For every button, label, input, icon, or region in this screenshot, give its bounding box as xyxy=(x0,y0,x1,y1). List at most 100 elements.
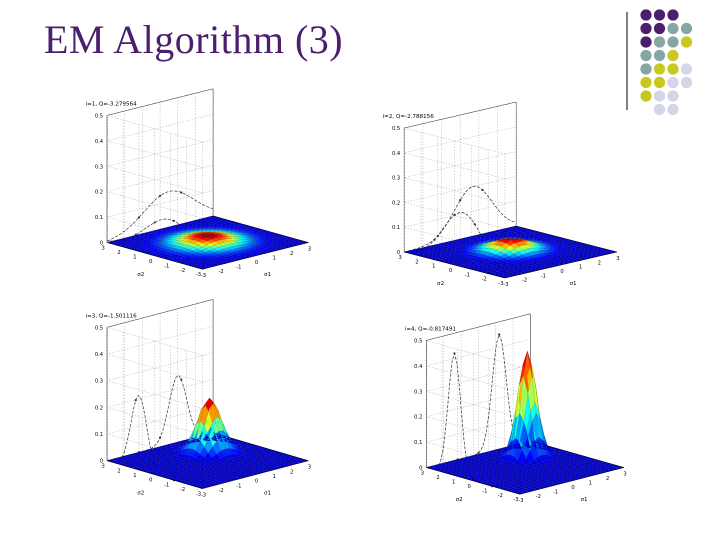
wall-gridline xyxy=(425,364,531,419)
x2-tick-label: 3 xyxy=(399,255,402,261)
x2-tick-label: -3 xyxy=(498,281,503,287)
marginal-point xyxy=(453,213,456,217)
wall-gridline xyxy=(404,126,517,179)
dot-teal xyxy=(640,49,652,62)
wall-gridline xyxy=(106,299,214,356)
x2-tick-label: -1 xyxy=(482,488,487,494)
floor-edge xyxy=(404,225,618,279)
z-tick-label: 0.3 xyxy=(392,176,400,182)
wall-gridline xyxy=(106,379,214,436)
dot-lavender xyxy=(667,90,679,102)
marginal-point xyxy=(172,219,175,222)
z-tick-label: 0.4 xyxy=(414,364,423,370)
surface-plot-3: 0 0.1 0.2 0.3 0.4 0.5 -3 -2 -1 0 1 2 3 -3 -2 -1 0 1 2 3 σ1 σ2… xyxy=(86,299,311,499)
dot-teal xyxy=(653,36,666,48)
x2-tick-label: -3 xyxy=(513,497,518,503)
dot-teal xyxy=(640,63,652,75)
surface-plot-1: 0 0.1 0.2 0.3 0.4 0.5 -3 -2 -1 0 1 2 3 -3 -2 -1 0 1 2 3 σ1 σ2… xyxy=(86,88,311,279)
x1-tick-label: 0 xyxy=(255,260,258,266)
z-tick-label: 0.2 xyxy=(95,405,103,411)
x1-tick-label: 3 xyxy=(616,256,619,262)
z-tick-label: 0.4 xyxy=(95,352,104,358)
floor-edge xyxy=(107,432,310,489)
x1-tick-label: -2 xyxy=(219,488,224,494)
z-tick-label: 0 xyxy=(100,459,103,465)
plot-title: i=3, Q=-1.501116 xyxy=(86,313,138,319)
z-tick-label: 0.3 xyxy=(95,164,103,170)
z-tick-label: 0.3 xyxy=(95,379,103,385)
x1-tick-label: 1 xyxy=(273,474,276,480)
marginal-point xyxy=(159,194,162,197)
x2-tick-label: 1 xyxy=(133,254,136,260)
z-tick-label: 0.5 xyxy=(95,113,103,119)
dot-purple xyxy=(640,9,652,21)
x2-tick-label: 2 xyxy=(415,259,418,265)
z-tick-label: 0.4 xyxy=(95,139,104,145)
x2-tick-label: -2 xyxy=(482,277,487,283)
floor-edge xyxy=(426,440,625,495)
dot-yellow xyxy=(667,49,679,62)
x2-tick-label: -1 xyxy=(164,482,169,488)
x2-tick-label: 0 xyxy=(449,268,452,274)
dot-purple xyxy=(640,22,652,35)
dot-purple xyxy=(667,9,679,21)
x1-tick-label: 1 xyxy=(273,255,276,261)
z-tick-label: 0.4 xyxy=(392,151,401,157)
x2-tick-label: -2 xyxy=(180,487,185,493)
dot-purple xyxy=(640,36,652,48)
x2-tick-label: -2 xyxy=(498,493,503,499)
x1-tick-label: 1 xyxy=(589,480,592,486)
x1-tick-label: 0 xyxy=(255,479,258,485)
x1-tick-label: -3 xyxy=(503,282,508,288)
surface-plot-4: 0 0.1 0.2 0.3 0.4 0.5 -3 -2 -1 0 1 2 3 -3 -2 -1 0 1 2 3 σ1 σ2… xyxy=(405,313,627,504)
x2-tick-label: 2 xyxy=(117,468,120,474)
dot-teal xyxy=(667,36,679,48)
x2-axis-label: σ2 xyxy=(137,491,144,497)
surface-mesh xyxy=(404,225,618,279)
x2-tick-label: -3 xyxy=(196,272,201,278)
z-tick-label: 0.2 xyxy=(392,200,400,206)
x1-axis-label: σ1 xyxy=(264,272,272,278)
marginal-point xyxy=(453,352,456,355)
z-tick-label: 0.1 xyxy=(95,215,103,221)
x1-tick-label: -1 xyxy=(236,264,241,270)
x2-tick-label: 0 xyxy=(468,484,471,490)
marginal-point xyxy=(180,378,183,381)
wall-gridline xyxy=(106,88,214,143)
x2-tick-label: 0 xyxy=(149,478,152,484)
surface-mesh xyxy=(106,215,309,270)
dot-purple xyxy=(653,9,666,21)
x1-tick-label: 3 xyxy=(308,465,311,471)
marginal-point xyxy=(153,221,156,224)
dot-yellow xyxy=(640,90,652,102)
x2-tick-label: 3 xyxy=(421,471,424,477)
z-tick-label: 0.5 xyxy=(95,325,103,331)
x2-tick-label: 2 xyxy=(436,475,439,481)
z-tick-label: 0.3 xyxy=(414,389,422,395)
decorative-dot-grid xyxy=(640,9,693,116)
z-tick-label: 0 xyxy=(100,241,103,247)
x2-tick-label: -2 xyxy=(180,268,185,274)
x2-tick-label: 3 xyxy=(101,246,104,252)
x1-tick-label: -3 xyxy=(518,498,523,504)
wall-gridline xyxy=(404,101,517,155)
x1-tick-label: 2 xyxy=(290,469,293,475)
marginal-point xyxy=(433,238,436,241)
z-tick-label: 0.1 xyxy=(95,432,103,438)
dot-lavender xyxy=(680,76,693,89)
x1-axis-label: σ1 xyxy=(580,497,588,503)
z-tick-label: 0.5 xyxy=(392,126,400,132)
x2-axis-label: σ2 xyxy=(137,272,144,278)
x1-tick-label: 3 xyxy=(308,247,311,253)
x1-tick-label: 2 xyxy=(606,476,609,482)
dot-teal xyxy=(653,49,666,62)
z-tick-label: 0.1 xyxy=(392,225,400,231)
wall-gridline xyxy=(425,339,531,393)
dot-lavender xyxy=(653,90,666,102)
wall-gridline xyxy=(404,151,517,204)
x1-tick-label: -3 xyxy=(201,493,206,499)
x1-tick-label: 0 xyxy=(571,485,574,491)
dot-lavender xyxy=(653,103,666,116)
x1-tick-label: 1 xyxy=(579,265,582,271)
